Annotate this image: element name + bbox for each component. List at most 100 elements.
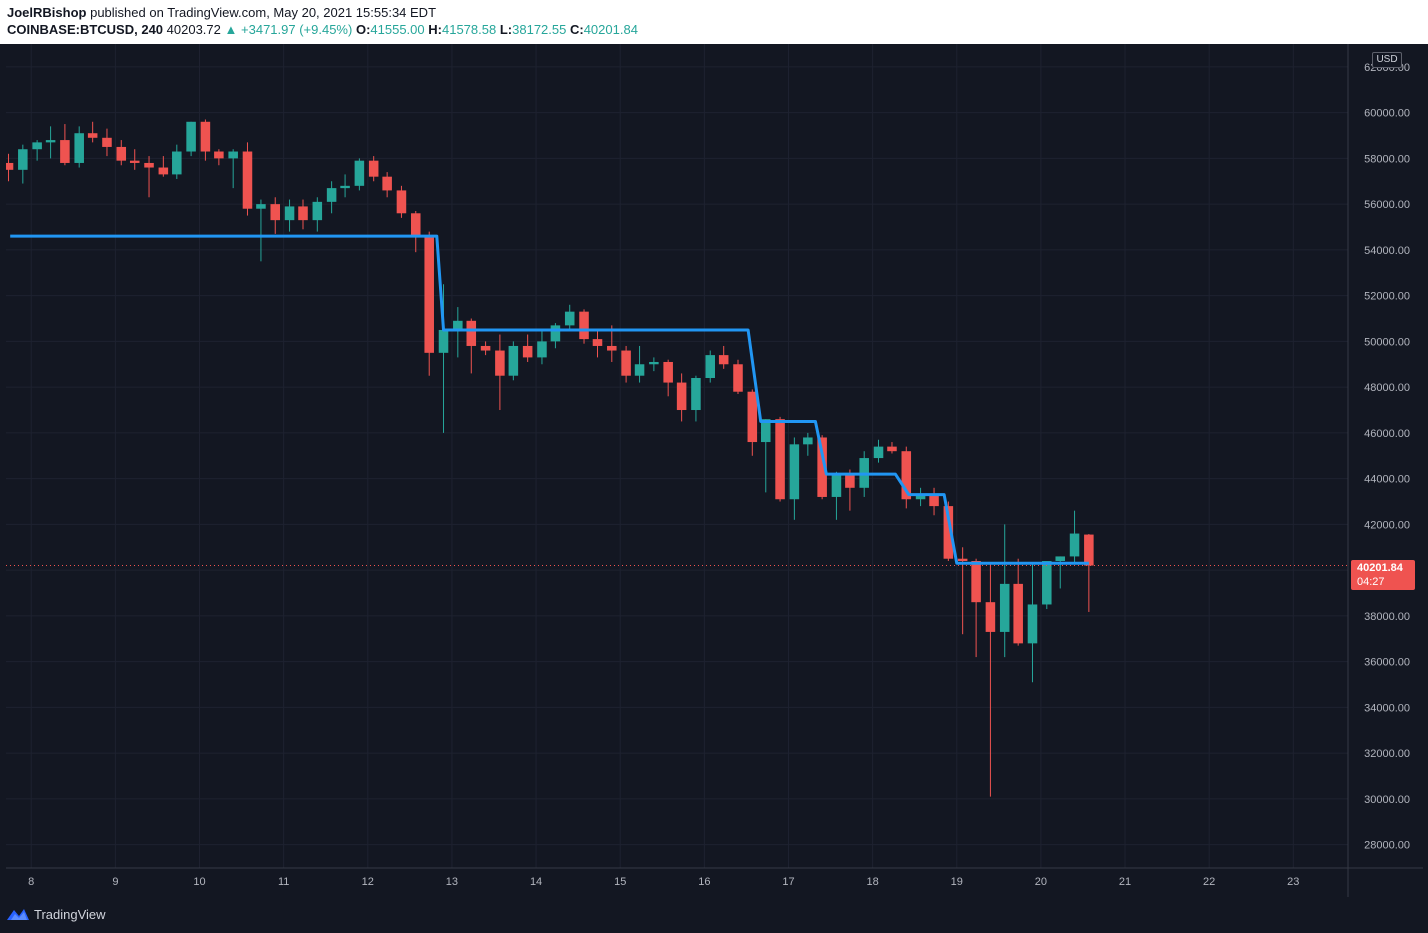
candle-body-up xyxy=(649,361,659,365)
candle-body-down xyxy=(396,190,407,214)
x-tick-label: 20 xyxy=(1035,876,1047,888)
candle-body-down xyxy=(480,345,491,351)
candle-body-up xyxy=(550,325,561,342)
y-tick-label: 42000.00 xyxy=(1364,519,1410,531)
close-value: 40201.84 xyxy=(583,22,638,37)
y-tick-label: 38000.00 xyxy=(1364,611,1410,623)
candle-body-up xyxy=(453,320,463,330)
chart-area[interactable]: 28000.00 30000.00 32000.00 34000.00 36000.00… xyxy=(6,44,1423,897)
candle-body-up xyxy=(312,201,323,221)
candle-body-down xyxy=(663,361,673,383)
candle-body-down xyxy=(424,236,434,353)
candle-body-down xyxy=(718,355,729,365)
x-tick-label: 8 xyxy=(28,876,34,888)
candle-body-down xyxy=(579,311,589,340)
candle-body-down xyxy=(1013,583,1023,644)
open-value: 41555.00 xyxy=(370,22,425,37)
candle-body-down xyxy=(200,121,211,152)
x-tick-label: 11 xyxy=(278,876,289,888)
candle-body-down xyxy=(60,140,70,163)
x-tick-label: 13 xyxy=(446,876,458,888)
candle-body-down xyxy=(957,558,968,562)
candle-body-down xyxy=(144,162,154,168)
candle-body-up xyxy=(634,364,645,376)
candle-body-up xyxy=(18,149,28,170)
candle-body-down xyxy=(102,137,112,147)
x-tick-label: 15 xyxy=(614,876,626,888)
candle-body-up xyxy=(999,583,1010,632)
candle-body-down xyxy=(6,162,14,170)
candle-body-up xyxy=(228,151,238,159)
y-tick-label: 34000.00 xyxy=(1364,702,1410,714)
candle-body-up xyxy=(256,204,266,209)
candle-body-down xyxy=(901,451,912,500)
x-tick-label: 21 xyxy=(1119,876,1131,888)
y-tick-label: 28000.00 xyxy=(1364,840,1410,852)
y-tick-label: 56000.00 xyxy=(1364,199,1410,211)
candle-body-up xyxy=(803,437,813,445)
candle-body-up xyxy=(873,446,884,459)
candle-body-down xyxy=(747,391,758,443)
candle-body-down xyxy=(607,345,617,351)
open-label: O: xyxy=(355,22,371,37)
candle-body-down xyxy=(775,419,785,500)
x-tick-label: 14 xyxy=(530,876,542,888)
price-change: +3471.97 (+9.45%) xyxy=(241,22,353,37)
candle-body-up xyxy=(340,185,350,189)
candle-body-down xyxy=(214,151,224,159)
low-label: L: xyxy=(499,22,513,37)
candle-body-up xyxy=(1069,533,1080,557)
candle-body-up xyxy=(915,494,926,500)
candle-body-down xyxy=(817,437,827,497)
footer xyxy=(0,897,1428,933)
publish-header: JoelRBishop published on TradingView.com… xyxy=(0,0,1428,44)
candle-body-up xyxy=(831,474,842,497)
candle-body-down xyxy=(129,160,140,163)
ohlc-legend: COINBASE:BTCUSD, 240 40203.72 ▲ +3471.97… xyxy=(7,22,638,37)
x-tick-label: 17 xyxy=(782,876,794,888)
y-tick-label: 44000.00 xyxy=(1364,474,1410,486)
candle-body-up xyxy=(74,133,84,163)
candle-body-down xyxy=(87,133,98,138)
y-tick-label: 52000.00 xyxy=(1364,291,1410,303)
candle-body-up xyxy=(705,355,716,378)
x-tick-label: 12 xyxy=(362,876,374,888)
candle-body-down xyxy=(116,146,127,161)
brand-text: TradingView xyxy=(34,906,106,922)
price-chart[interactable]: 28000.00 30000.00 32000.00 34000.00 36000.00… xyxy=(6,44,1423,897)
high-value: 41578.58 xyxy=(441,22,497,37)
candle-body-down xyxy=(887,446,897,452)
candle-body-up xyxy=(537,341,547,358)
blue-line xyxy=(10,234,1089,565)
author-name[interactable]: JoelRBishop xyxy=(7,5,87,20)
candle-body-up xyxy=(1042,561,1052,605)
candle-body-up xyxy=(45,140,56,143)
candle-body-up xyxy=(564,311,575,326)
y-tick-label: 58000.00 xyxy=(1364,153,1410,165)
candle-body-down xyxy=(382,176,392,191)
candle-body-down xyxy=(929,494,939,507)
current-price-tag: 40201.84 04:27 xyxy=(1351,560,1415,590)
candle-body-up xyxy=(760,419,771,443)
x-tick-label: 9 xyxy=(112,876,118,888)
candle-body-down xyxy=(1084,534,1094,566)
candle-body-up xyxy=(172,151,182,175)
current-price-label: 40201.84 xyxy=(1357,562,1403,574)
x-tick-label: 10 xyxy=(193,876,205,888)
bar-countdown: 04:27 xyxy=(1357,576,1385,588)
candle-body-up xyxy=(354,160,365,186)
candle-body-up xyxy=(691,377,701,411)
candle-body-up xyxy=(789,444,800,500)
candle-body-up xyxy=(32,142,42,150)
candle-body-down xyxy=(621,350,631,376)
candle-body-up xyxy=(284,206,295,221)
currency-badge[interactable]: USD xyxy=(1372,52,1402,68)
up-arrow-icon: ▲ xyxy=(224,22,238,37)
plot-background xyxy=(6,44,1348,868)
candle-body-down xyxy=(985,602,996,632)
candle-body-down xyxy=(158,167,169,175)
tradingview-brand[interactable]: TradingView xyxy=(6,906,106,922)
candle-body-down xyxy=(495,350,505,376)
candle-body-up xyxy=(186,121,196,152)
chart-grid xyxy=(6,44,1348,868)
